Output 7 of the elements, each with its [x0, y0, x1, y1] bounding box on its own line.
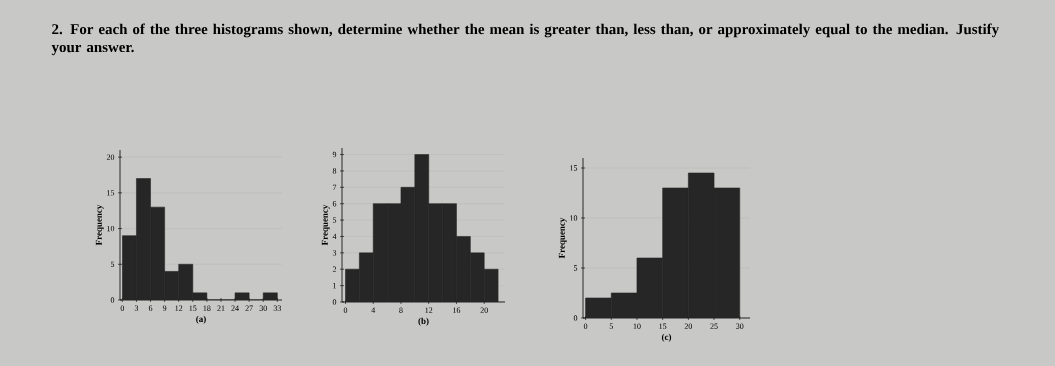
x-axis-title: (a) — [196, 315, 206, 324]
y-axis-title: Frequency — [95, 204, 104, 246]
x-axis-title: (b) — [418, 317, 429, 326]
y-axis-title: Frequency — [321, 204, 330, 246]
y-axis-title: Frequency — [558, 217, 567, 259]
text: 2. For each of the three histograms shown, determine whether the mean is greater than, less than, or approximately equal to the median. Justify your answer. — [51, 23, 999, 56]
x-axis-title: (c) — [661, 333, 672, 342]
